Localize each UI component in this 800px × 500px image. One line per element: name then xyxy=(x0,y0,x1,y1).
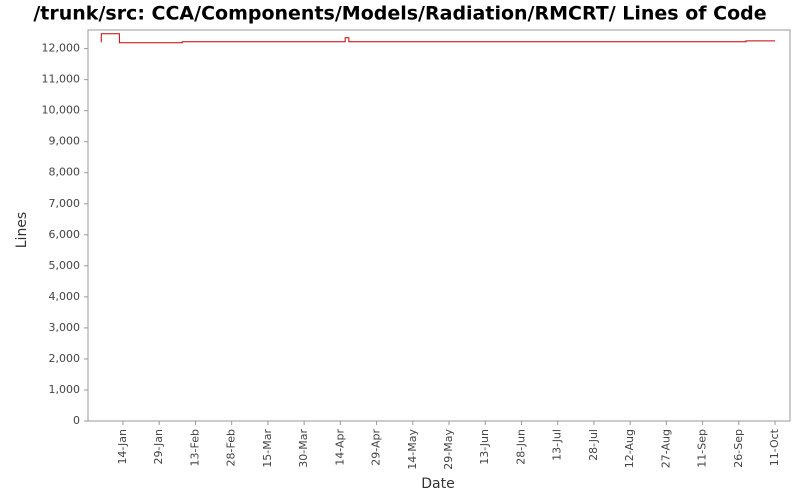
x-tick-label: 28-Feb xyxy=(225,429,238,466)
line-series xyxy=(100,33,776,44)
x-tick-label: 28-Jul xyxy=(587,429,600,461)
y-tick-label: 3,000 xyxy=(49,321,81,334)
x-tick-label: 11-Sep xyxy=(696,429,709,468)
y-tick-label: 11,000 xyxy=(42,73,81,86)
x-tick-label: 29-Apr xyxy=(370,429,383,466)
x-tick-label: 29-May xyxy=(442,429,455,470)
x-tick-label: 27-Aug xyxy=(659,429,672,468)
x-axis-label: Date xyxy=(421,476,454,492)
x-tick-label: 28-Jun xyxy=(514,429,527,465)
x-tick-label: 13-Feb xyxy=(188,429,201,466)
x-tick-label: 14-Apr xyxy=(333,429,346,466)
x-tick-label: 13-Jun xyxy=(478,429,491,465)
y-tick-label: 7,000 xyxy=(49,197,81,210)
plot-area xyxy=(87,29,791,422)
x-tick-label: 29-Jan xyxy=(152,429,165,465)
x-tick-label: 11-Oct xyxy=(768,428,781,466)
x-tick-label: 26-Sep xyxy=(732,429,745,468)
y-tick-label: 6,000 xyxy=(49,228,81,241)
x-tick-label: 13-Jul xyxy=(551,429,564,461)
y-tick-label: 1,000 xyxy=(49,383,81,396)
y-tick-label: 8,000 xyxy=(49,166,81,179)
y-tick-label: 0 xyxy=(73,414,80,427)
y-tick-label: 2,000 xyxy=(49,352,81,365)
y-tick-label: 5,000 xyxy=(49,259,81,272)
y-tick-label: 9,000 xyxy=(49,135,81,148)
x-tick-label: 30-Mar xyxy=(297,429,310,468)
x-tick-label: 14-Jan xyxy=(116,429,129,465)
y-tick-label: 4,000 xyxy=(49,290,81,303)
x-tick-label: 14-May xyxy=(406,429,419,470)
y-tick-label: 10,000 xyxy=(42,104,81,117)
x-tick-label: 15-Mar xyxy=(261,429,274,468)
chart-title: /trunk/src: CCA/Components/Models/Radiat… xyxy=(33,3,766,25)
y-tick-label: 12,000 xyxy=(42,42,81,55)
x-tick-label: 12-Aug xyxy=(623,429,636,468)
y-axis-label: Lines xyxy=(14,212,30,248)
